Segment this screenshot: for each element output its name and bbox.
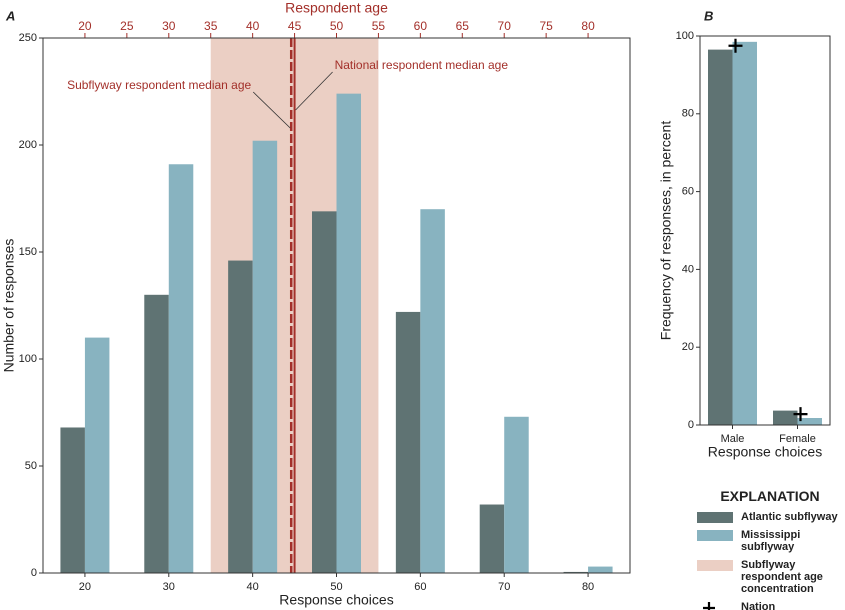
x2-tick-label: 80 — [581, 19, 595, 33]
bar — [420, 209, 445, 573]
nation-marker — [793, 407, 808, 422]
x2-tick-label: 35 — [204, 19, 218, 33]
legend-entry: Atlantic subflyway — [697, 511, 843, 523]
legend-swatch — [697, 512, 733, 523]
y-tick-label: 100 — [676, 30, 694, 42]
legend-entry: Subflyway respondent age concentration — [697, 559, 843, 595]
bar — [708, 49, 733, 426]
x-tick-label: 80 — [582, 581, 594, 593]
legend-label: Subflyway respondent age concentration — [741, 559, 823, 595]
y-tick-label: 0 — [31, 567, 37, 579]
x2-tick-label: 40 — [246, 19, 260, 33]
nation-marker — [728, 38, 743, 53]
annotation: Subflyway respondent median age — [67, 78, 251, 92]
y-tick-label: 200 — [19, 139, 37, 151]
x-tick-label: Male — [721, 433, 745, 445]
x2-tick-label: 65 — [456, 19, 470, 33]
x2-tick-label: 20 — [78, 19, 92, 33]
bar — [336, 93, 361, 573]
y-tick-label: 100 — [19, 353, 37, 365]
bar — [312, 211, 337, 573]
legend-label: Nation — [741, 601, 776, 610]
x2-tick-label: 75 — [539, 19, 553, 33]
x-axis-title: Response choices — [279, 592, 393, 608]
leader-line — [295, 71, 333, 111]
panel-label: B — [704, 8, 713, 23]
bar — [60, 427, 85, 573]
x2-tick-label: 70 — [498, 19, 512, 33]
bar — [773, 410, 798, 425]
legend-swatch — [697, 530, 733, 541]
legend-entry: Mississippi subflyway — [697, 529, 843, 553]
leader-line — [252, 91, 291, 129]
legend: EXPLANATION Atlantic subflyway Mississipp… — [697, 488, 843, 610]
y-tick-label: 80 — [682, 108, 694, 120]
bar — [479, 504, 505, 573]
annotation: National respondent median age — [335, 58, 509, 72]
x2-tick-label: 25 — [120, 19, 134, 33]
bar — [84, 337, 110, 573]
plot-frame — [42, 37, 631, 574]
y-tick-label: 20 — [682, 341, 694, 353]
x-tick-label: 70 — [498, 581, 510, 593]
x-axis-title: Response choices — [708, 444, 822, 460]
panel-label: A — [5, 8, 15, 23]
bar — [252, 140, 278, 573]
legend-swatch — [697, 560, 733, 571]
bar — [168, 164, 194, 573]
y-axis-title: Number of responses — [1, 239, 17, 373]
y-tick-label: 50 — [25, 460, 37, 472]
bar — [504, 416, 529, 573]
bar — [797, 417, 822, 425]
x-tick-label: 20 — [79, 581, 91, 593]
plot-frame — [699, 35, 831, 426]
x2-tick-label: 45 — [288, 19, 302, 33]
bar — [228, 260, 253, 573]
x-tick-label: Female — [779, 433, 816, 445]
bar — [144, 294, 169, 573]
legend-label: Mississippi subflyway — [741, 529, 801, 553]
legend-entry: Nation — [697, 601, 843, 610]
x2-tick-label: 55 — [372, 19, 386, 33]
bar — [563, 571, 589, 573]
y-tick-label: 40 — [682, 263, 694, 275]
bar — [395, 311, 421, 573]
legend-marker — [703, 602, 715, 610]
y-tick-label: 0 — [688, 419, 694, 431]
y-axis-title: Frequency of responses, in percent — [658, 121, 674, 341]
x-tick-label: 60 — [414, 581, 426, 593]
legend-title: EXPLANATION — [720, 488, 820, 504]
x2-axis-title: Respondent age — [285, 0, 388, 16]
bar — [732, 41, 757, 426]
y-tick-label: 60 — [682, 186, 694, 198]
x2-tick-label: 50 — [330, 19, 344, 33]
bar — [588, 566, 613, 573]
y-tick-label: 150 — [19, 246, 37, 258]
x-tick-label: 40 — [247, 581, 259, 593]
x-tick-label: 50 — [330, 581, 342, 593]
x2-tick-label: 60 — [414, 19, 428, 33]
y-tick-label: 250 — [19, 32, 37, 44]
legend-label: Atlantic subflyway — [741, 511, 838, 523]
marker-glyph — [703, 602, 715, 610]
x2-tick-label: 30 — [162, 19, 176, 33]
x-tick-label: 30 — [163, 581, 175, 593]
